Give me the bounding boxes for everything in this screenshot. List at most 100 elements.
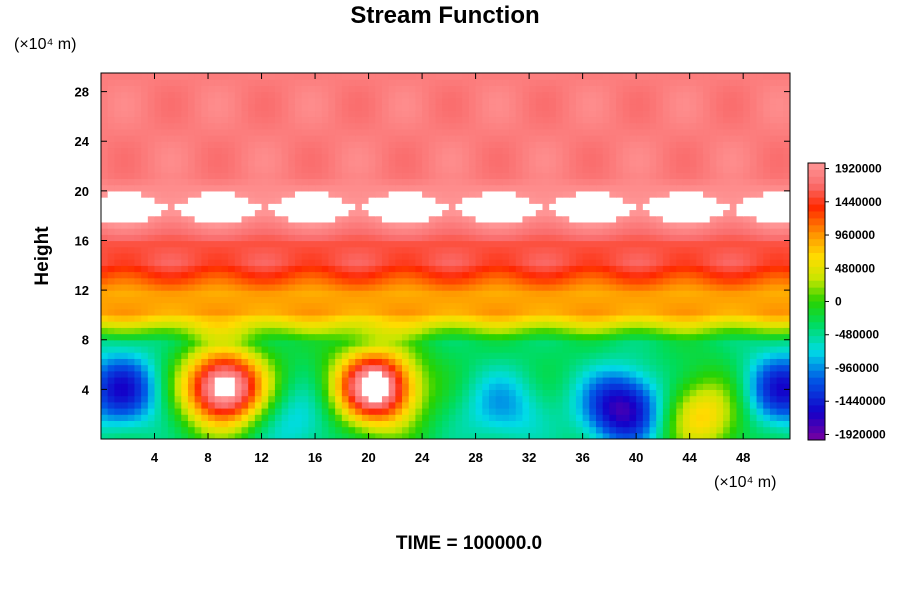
- field-cell: [221, 345, 229, 353]
- field-cell: [622, 197, 631, 204]
- field-cell: [542, 290, 550, 297]
- field-cell: [596, 234, 604, 242]
- field-cell: [616, 153, 624, 161]
- field-cell: [107, 339, 115, 347]
- field-cell: [388, 197, 396, 204]
- field-cell: [234, 190, 243, 198]
- field-cell: [355, 277, 363, 285]
- field-cell: [529, 327, 537, 335]
- field-cell: [475, 308, 483, 316]
- field-cell: [268, 197, 276, 204]
- field-cell: [361, 345, 370, 353]
- field-cell: [107, 376, 115, 384]
- field-cell: [522, 370, 530, 378]
- field-cell: [388, 184, 396, 192]
- field-cell: [682, 432, 691, 439]
- field-cell: [736, 283, 744, 291]
- field-cell: [743, 172, 751, 180]
- field-cell: [381, 389, 390, 397]
- field-cell: [395, 234, 403, 242]
- field-cell: [181, 271, 189, 279]
- field-cell: [154, 184, 162, 192]
- field-cell: [348, 259, 356, 266]
- field-cell: [763, 265, 771, 273]
- field-cell: [475, 277, 483, 285]
- field-cell: [562, 364, 570, 372]
- field-cell: [428, 141, 437, 149]
- field-cell: [649, 246, 657, 254]
- field-cell: [274, 395, 283, 403]
- field-cell: [194, 296, 202, 304]
- field-cell: [301, 420, 309, 428]
- field-cell: [341, 147, 350, 155]
- field-cell: [468, 252, 477, 260]
- field-cell: [769, 159, 778, 167]
- field-cell: [502, 197, 510, 204]
- field-cell: [368, 221, 376, 229]
- field-cell: [221, 339, 229, 347]
- field-cell: [442, 147, 450, 155]
- field-cell: [495, 215, 503, 223]
- field-cell: [656, 159, 664, 167]
- field-cell: [221, 147, 229, 155]
- field-cell: [709, 376, 718, 384]
- field-cell: [703, 228, 711, 235]
- field-cell: [114, 184, 122, 192]
- field-cell: [642, 277, 651, 285]
- field-cell: [315, 234, 323, 242]
- field-cell: [696, 339, 704, 347]
- field-cell: [361, 228, 370, 235]
- field-cell: [696, 321, 704, 328]
- field-cell: [736, 395, 744, 403]
- field-cell: [442, 432, 450, 439]
- field-cell: [214, 401, 223, 409]
- field-cell: [301, 159, 309, 167]
- field-cell: [395, 271, 403, 279]
- field-cell: [375, 246, 383, 254]
- field-cell: [642, 364, 651, 372]
- field-cell: [402, 333, 410, 341]
- field-cell: [288, 197, 296, 204]
- field-cell: [121, 190, 129, 198]
- field-cell: [214, 395, 223, 403]
- field-cell: [101, 283, 109, 291]
- field-cell: [622, 271, 631, 279]
- field-cell: [522, 345, 530, 353]
- field-cell: [274, 420, 283, 428]
- field-cell: [154, 265, 162, 273]
- field-cell: [141, 308, 149, 316]
- field-cell: [154, 414, 162, 421]
- field-cell: [468, 141, 477, 149]
- field-cell: [743, 203, 751, 211]
- field-cell: [348, 135, 356, 142]
- field-cell: [582, 364, 590, 372]
- field-cell: [669, 389, 677, 397]
- field-cell: [636, 364, 644, 372]
- field-cell: [716, 327, 724, 335]
- field-cell: [709, 252, 718, 260]
- field-cell: [596, 215, 604, 223]
- field-cell: [154, 308, 162, 316]
- field-cell: [161, 209, 169, 217]
- field-cell: [187, 209, 196, 217]
- field-cell: [288, 265, 296, 273]
- field-cell: [723, 376, 731, 384]
- field-cell: [335, 147, 343, 155]
- field-cell: [468, 246, 477, 254]
- field-cell: [462, 228, 470, 235]
- field-cell: [288, 407, 296, 415]
- field-cell: [395, 184, 403, 192]
- field-cell: [361, 339, 370, 347]
- field-cell: [455, 290, 463, 297]
- field-cell: [114, 401, 122, 409]
- field-cell: [281, 333, 289, 341]
- field-cell: [455, 302, 463, 310]
- field-cell: [127, 159, 136, 167]
- field-cell: [228, 339, 236, 347]
- field-cell: [629, 246, 637, 254]
- field-cell: [736, 407, 744, 415]
- field-cell: [709, 166, 718, 173]
- field-cell: [555, 414, 564, 421]
- field-cell: [709, 265, 718, 273]
- field-cell: [248, 252, 256, 260]
